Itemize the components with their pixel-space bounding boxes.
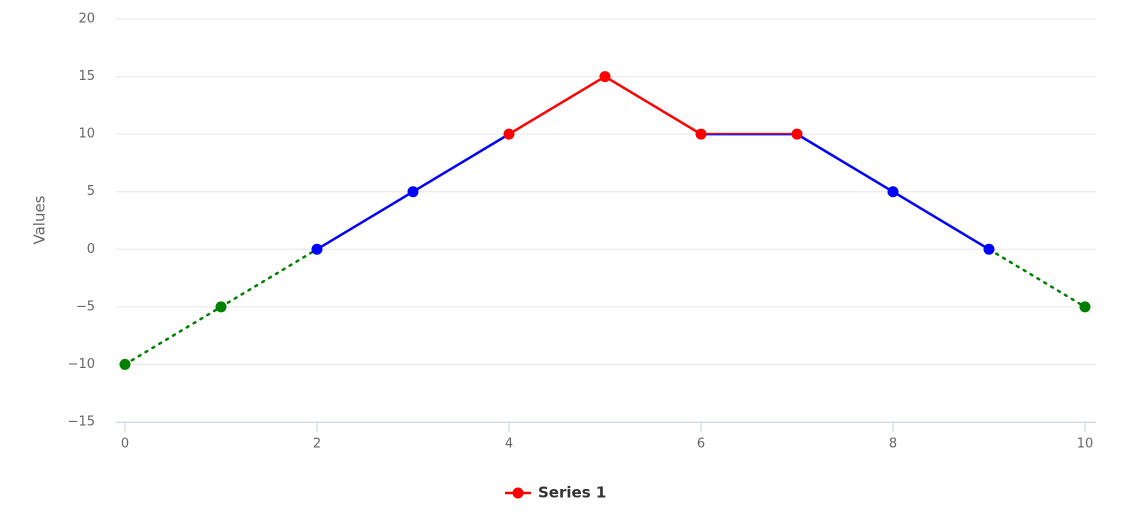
x-tick-label: 0 bbox=[121, 437, 129, 452]
y-tick-label: −5 bbox=[76, 299, 95, 314]
point bbox=[311, 243, 323, 255]
x-tick-label: 10 bbox=[1077, 437, 1094, 452]
x-tick-label: 2 bbox=[313, 437, 321, 452]
legend-item[interactable]: Series 1 bbox=[505, 484, 606, 502]
y-tick-label: −15 bbox=[68, 415, 95, 430]
point bbox=[1079, 301, 1091, 313]
y-tick-label: 0 bbox=[87, 242, 95, 257]
x-tick-label: 6 bbox=[697, 437, 705, 452]
x-tick-label: 8 bbox=[889, 437, 897, 452]
series-line bbox=[123, 249, 1087, 366]
y-tick-label: 20 bbox=[78, 12, 95, 27]
y-tick-label: −10 bbox=[68, 357, 95, 372]
point bbox=[503, 128, 515, 140]
series-line bbox=[314, 134, 992, 250]
point bbox=[407, 186, 419, 198]
y-tick-label: 10 bbox=[78, 127, 95, 142]
y-axis-title: Values bbox=[31, 195, 49, 244]
legend-symbol bbox=[512, 487, 524, 499]
y-tick-label: 5 bbox=[87, 184, 95, 199]
legend-label: Series 1 bbox=[538, 484, 606, 502]
x-tick-label: 4 bbox=[505, 437, 513, 452]
point bbox=[983, 243, 995, 255]
point bbox=[599, 71, 611, 83]
point bbox=[695, 128, 707, 140]
point bbox=[887, 186, 899, 198]
point bbox=[215, 301, 227, 313]
point bbox=[791, 128, 803, 140]
point bbox=[119, 358, 131, 370]
y-tick-label: 15 bbox=[78, 69, 95, 84]
